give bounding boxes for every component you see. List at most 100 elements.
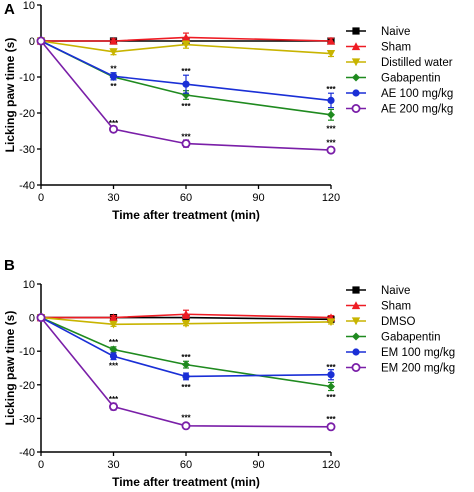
legend-item: Sham xyxy=(346,301,411,313)
data-point xyxy=(36,36,46,46)
legend-marker xyxy=(351,301,361,310)
data-point xyxy=(109,320,118,329)
series-line xyxy=(40,40,332,151)
x-tick-label: 120 xyxy=(322,459,340,471)
legend-item: AE 200 mg/kg xyxy=(346,104,453,116)
significance-label: ** xyxy=(110,82,117,91)
data-point xyxy=(181,139,191,149)
y-tick-label: 10 xyxy=(23,0,35,12)
legend-label: DMSO xyxy=(381,316,416,328)
data-point xyxy=(182,372,190,380)
x-tick-label: 30 xyxy=(107,459,119,471)
significance-label: *** xyxy=(326,363,336,372)
significance-label: *** xyxy=(326,85,336,94)
legend-label: Sham xyxy=(381,42,411,54)
series-ae-100-mg-kg xyxy=(37,37,335,109)
legend-item: EM 200 mg/kg xyxy=(346,363,455,375)
data-point xyxy=(109,402,119,412)
x-tick-label: 60 xyxy=(180,192,192,204)
y-tick-label: -30 xyxy=(19,144,35,156)
significance-label: *** xyxy=(326,393,336,402)
significance-label: *** xyxy=(181,353,191,362)
x-axis-label: Time after treatment (min) xyxy=(112,475,260,489)
significance-label: *** xyxy=(181,383,191,392)
series-line xyxy=(41,36,332,42)
legend-label: Gabapentin xyxy=(381,73,440,85)
y-tick-label: -30 xyxy=(19,413,35,425)
data-point xyxy=(109,48,118,56)
x-tick-label: 90 xyxy=(252,459,264,471)
data-point xyxy=(182,80,190,88)
data-point xyxy=(182,360,190,369)
data-point xyxy=(326,318,336,327)
data-point xyxy=(109,345,118,354)
legend-label: AE 200 mg/kg xyxy=(381,104,453,116)
series-line xyxy=(40,316,332,378)
y-tick-label: -10 xyxy=(19,346,35,358)
series-distilled-water xyxy=(36,37,336,58)
legend-item: Gabapentin xyxy=(346,332,440,344)
significance-label: *** xyxy=(109,338,119,347)
legend-label: AE 100 mg/kg xyxy=(381,88,453,100)
data-point xyxy=(327,110,335,119)
data-point xyxy=(326,422,336,432)
significance-label: *** xyxy=(181,413,191,422)
significance-label: *** xyxy=(326,139,336,148)
legend-item: Distilled water xyxy=(346,57,453,69)
legend-marker xyxy=(351,104,361,114)
legend-marker xyxy=(352,27,360,35)
data-point xyxy=(36,313,46,323)
legend-marker xyxy=(352,332,360,341)
data-point xyxy=(109,313,118,322)
legend-item: AE 100 mg/kg xyxy=(346,88,453,100)
legend: Naive Sham Distilled water Gabapentin AE 100… xyxy=(346,26,453,116)
legend-label: Gabapentin xyxy=(381,332,440,344)
significance-label: *** xyxy=(109,361,119,370)
significance-label: *** xyxy=(181,102,191,111)
y-tick-label: -40 xyxy=(19,447,35,459)
y-tick-label: 0 xyxy=(29,313,35,325)
x-tick-label: 120 xyxy=(322,192,340,204)
legend-item: Sham xyxy=(346,42,411,54)
significance-label: *** xyxy=(181,67,191,76)
x-axis-label: Time after treatment (min) xyxy=(112,208,260,222)
y-tick-label: 10 xyxy=(23,279,35,291)
y-axis-label: Licking paw time (s) xyxy=(3,311,17,426)
legend-label: EM 200 mg/kg xyxy=(381,363,455,375)
y-tick-label: -20 xyxy=(19,380,35,392)
series-em-200-mg-kg xyxy=(36,313,336,432)
legend-marker xyxy=(352,348,360,356)
x-tick-label: 0 xyxy=(38,192,44,204)
y-axis-label: Licking paw time (s) xyxy=(3,38,17,153)
data-point xyxy=(327,382,335,391)
legend-label: Distilled water xyxy=(381,57,453,69)
legend-marker xyxy=(351,42,361,51)
series-line xyxy=(41,313,332,319)
legend-item: DMSO xyxy=(346,316,416,328)
significance-label: *** xyxy=(326,124,336,133)
y-tick-label: -20 xyxy=(19,108,35,120)
legend-marker xyxy=(351,362,361,372)
data-point xyxy=(327,371,335,379)
significance-label: *** xyxy=(326,415,336,424)
data-point xyxy=(326,145,336,155)
legend-marker xyxy=(351,58,361,67)
data-point xyxy=(181,310,191,318)
x-tick-label: 90 xyxy=(252,192,264,204)
legend-item: Naive xyxy=(346,285,410,297)
legend-marker xyxy=(352,73,360,82)
data-point xyxy=(109,352,118,360)
series-ae-200-mg-kg xyxy=(36,36,336,155)
series-line xyxy=(40,40,332,102)
legend-marker xyxy=(352,89,360,97)
legend-label: Naive xyxy=(381,285,410,297)
data-point xyxy=(326,36,336,45)
panel-letter: B xyxy=(4,257,15,274)
legend-label: EM 100 mg/kg xyxy=(381,347,455,359)
x-tick-label: 30 xyxy=(107,192,119,204)
legend-item: EM 100 mg/kg xyxy=(346,347,455,359)
series-line xyxy=(40,316,332,326)
significance-label: *** xyxy=(181,132,191,141)
x-tick-label: 0 xyxy=(38,459,44,471)
